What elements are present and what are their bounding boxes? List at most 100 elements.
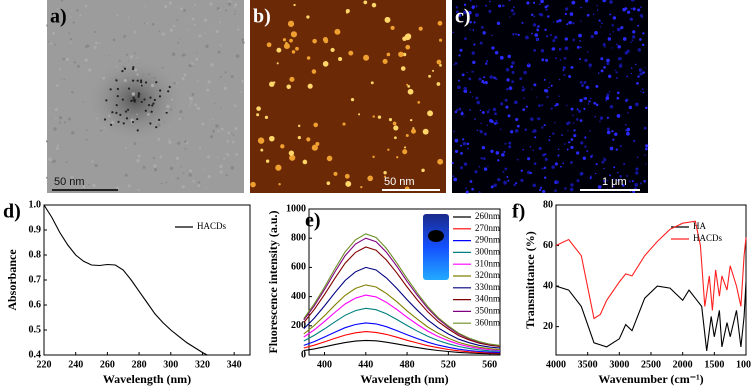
fluor-dot bbox=[616, 91, 620, 95]
texture-dot bbox=[56, 144, 59, 147]
texture-dot bbox=[127, 16, 130, 19]
fluor-dot bbox=[547, 15, 550, 18]
texture-dot bbox=[217, 50, 221, 54]
fluor-dot bbox=[602, 0, 607, 3]
nanoparticle bbox=[136, 117, 139, 121]
fluor-dot bbox=[548, 86, 550, 88]
texture-dot bbox=[159, 155, 163, 159]
fluor-dot bbox=[510, 9, 514, 13]
texture-dot bbox=[193, 23, 196, 26]
fluor-dot bbox=[544, 5, 548, 9]
fluor-dot bbox=[454, 138, 459, 143]
fluor-dot bbox=[633, 0, 636, 2]
fluor-dot bbox=[631, 180, 634, 183]
texture-dot bbox=[207, 80, 211, 84]
texture-dot bbox=[62, 17, 65, 20]
afm-dot bbox=[372, 115, 375, 118]
fluor-dot bbox=[532, 23, 537, 27]
legend-label: HA bbox=[693, 221, 706, 231]
fluor-dot bbox=[554, 121, 556, 124]
fluor-dot bbox=[486, 124, 488, 126]
texture-dot bbox=[55, 117, 57, 120]
afm-dot bbox=[286, 84, 292, 90]
fluor-dot bbox=[537, 25, 540, 28]
afm-dot bbox=[406, 83, 409, 86]
fluor-dot bbox=[548, 139, 551, 142]
fluor-dot bbox=[612, 138, 615, 141]
texture-dot bbox=[85, 5, 88, 8]
afm-dot bbox=[370, 81, 374, 85]
fluor-dot bbox=[525, 105, 528, 108]
fluor-dot bbox=[558, 47, 562, 51]
afm-dot bbox=[268, 135, 275, 142]
texture-dot bbox=[233, 6, 236, 9]
fluor-dot bbox=[568, 20, 572, 25]
fluor-dot bbox=[532, 1, 536, 4]
fluor-dot bbox=[564, 12, 568, 16]
afm-dot bbox=[407, 85, 411, 88]
fluor-dot bbox=[555, 57, 558, 60]
fluor-dot bbox=[474, 118, 476, 120]
nanoparticle bbox=[122, 122, 125, 125]
fluor-dot bbox=[481, 26, 484, 29]
fluor-dot bbox=[564, 46, 569, 51]
fluor-dot bbox=[474, 170, 478, 174]
texture-dot bbox=[65, 161, 68, 164]
nanoparticle bbox=[157, 118, 161, 121]
texture-dot bbox=[111, 120, 115, 125]
fluor-dot bbox=[603, 158, 607, 162]
texture-dot bbox=[170, 98, 174, 101]
fluor-dot bbox=[582, 156, 586, 160]
texture-dot bbox=[108, 55, 111, 57]
fluor-dot bbox=[616, 96, 620, 100]
texture-dot bbox=[123, 37, 125, 39]
texture-dot bbox=[157, 137, 161, 141]
texture-dot bbox=[69, 38, 73, 41]
fluor-dot bbox=[532, 149, 535, 152]
fluor-dot bbox=[584, 0, 589, 3]
fluor-dot bbox=[540, 0, 544, 4]
afm-dot bbox=[295, 46, 299, 51]
fluor-dot bbox=[517, 33, 520, 37]
fluor-dot bbox=[526, 1, 530, 5]
texture-dot bbox=[234, 3, 238, 7]
fluor-dot bbox=[507, 54, 511, 59]
fluor-dot bbox=[630, 72, 633, 75]
texture-dot bbox=[55, 147, 59, 150]
texture-dot bbox=[157, 123, 161, 127]
afm-dot bbox=[438, 160, 442, 164]
fluor-dot bbox=[617, 171, 619, 174]
texture-dot bbox=[63, 78, 66, 81]
nanoparticle bbox=[144, 109, 147, 112]
legend-label: 350nm bbox=[475, 305, 500, 315]
fluor-dot bbox=[463, 3, 467, 6]
texture-dot bbox=[224, 71, 227, 74]
nanoparticle bbox=[126, 108, 130, 111]
fluor-dot bbox=[511, 80, 515, 84]
fluor-dot bbox=[589, 130, 591, 132]
nanoparticle bbox=[155, 81, 158, 84]
texture-dot bbox=[142, 165, 146, 169]
texture-dot bbox=[60, 0, 64, 2]
data-line bbox=[303, 266, 501, 349]
nanoparticle bbox=[109, 88, 112, 91]
nanoparticle bbox=[116, 95, 119, 98]
texture-dot bbox=[226, 153, 229, 156]
texture-dot bbox=[219, 170, 223, 174]
nanoparticle bbox=[139, 81, 143, 84]
texture-dot bbox=[231, 132, 233, 135]
data-line bbox=[303, 237, 501, 347]
texture-dot bbox=[239, 91, 242, 93]
fluor-dot bbox=[463, 89, 468, 93]
texture-dot bbox=[57, 7, 59, 10]
fluor-dot bbox=[644, 154, 646, 156]
afm-dot bbox=[266, 42, 272, 48]
texture-dot bbox=[46, 24, 49, 27]
fluor-dot bbox=[619, 174, 623, 178]
fluor-dot bbox=[554, 162, 558, 166]
nanoparticle bbox=[110, 123, 113, 126]
fluor-dot bbox=[558, 78, 561, 81]
nanoparticle bbox=[155, 126, 158, 129]
texture-dot bbox=[123, 116, 127, 120]
fluor-dot bbox=[616, 113, 621, 118]
